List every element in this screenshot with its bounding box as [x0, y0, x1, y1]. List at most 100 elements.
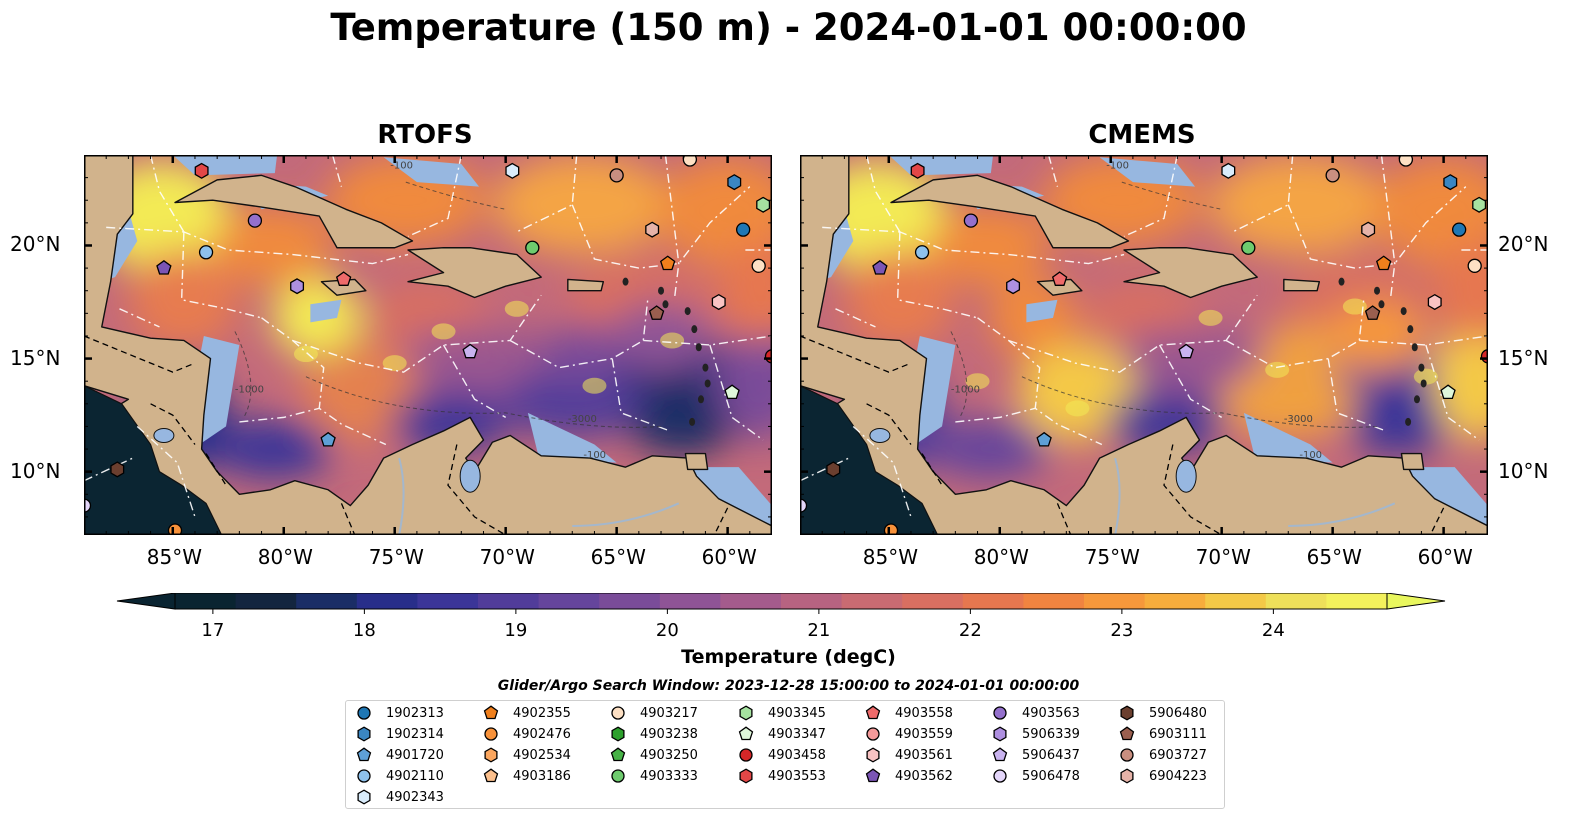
colorbar-tick-label: 23	[1110, 620, 1134, 641]
float-marker-1902313	[735, 222, 751, 237]
legend-marker	[357, 726, 371, 742]
float-marker-5906339	[290, 278, 305, 295]
legend-label: 4903562	[895, 768, 953, 784]
colorbar-bin	[599, 593, 661, 609]
colorbar-bin	[478, 593, 540, 609]
float-marker-4903345	[756, 196, 771, 213]
legend-label: 4903563	[1022, 705, 1080, 721]
lon-tick-label: 80°W	[257, 545, 313, 569]
lon-tick-label: 80°W	[973, 545, 1029, 569]
pentagon-marker-icon	[865, 768, 881, 783]
hexagon-marker-icon	[993, 726, 1007, 742]
hexagon-marker-icon	[484, 747, 498, 763]
float-marker-6903727	[609, 168, 624, 183]
legend-entry: 4903186	[483, 766, 571, 786]
legend-marker	[738, 726, 754, 741]
colorbar-bin	[1205, 593, 1267, 609]
float-marker-4903558	[335, 271, 352, 286]
float-marker-4901720	[1036, 431, 1052, 447]
hexagon-marker-icon	[357, 789, 371, 805]
colorbar-tick-label: 19	[504, 620, 528, 641]
legend-label: 4902476	[513, 726, 571, 742]
map-content: -100 -1000 -3000 -100	[84, 155, 772, 535]
float-marker-5906339	[1006, 278, 1021, 295]
legend-label: 4903345	[768, 705, 826, 721]
legend-entry: 4903559	[865, 724, 953, 744]
colorbar-bin	[417, 593, 479, 609]
legend-label: 4903559	[895, 726, 953, 742]
legend-marker	[357, 789, 371, 805]
legend-entry: 6903111	[1119, 724, 1207, 744]
legend-entry: 4903238	[610, 724, 698, 744]
legend-entry: 5906437	[992, 745, 1080, 765]
float-marker-5906437	[462, 343, 478, 359]
float-marker-6903111	[648, 305, 665, 320]
float-marker-4903347	[1440, 384, 1456, 400]
legend-entry: 1902313	[356, 703, 444, 723]
circle-marker-icon	[484, 727, 498, 741]
figure-title: Temperature (150 m) - 2024-01-01 00:00:0…	[330, 6, 1247, 49]
float-marker-4902476	[167, 523, 183, 535]
legend-label: 4903347	[768, 726, 826, 742]
float-marker-4903561	[1427, 293, 1442, 311]
float-marker-4903345	[1472, 196, 1487, 213]
lon-tick-label: 65°W	[590, 545, 646, 569]
float-marker-6904223	[645, 221, 660, 238]
legend-entry: 4902343	[356, 787, 444, 807]
legend-marker	[610, 747, 626, 762]
float-marker-4903217	[1398, 155, 1414, 167]
colorbar-bin	[1265, 593, 1327, 609]
colorbar-bin	[962, 593, 1024, 609]
pentagon-marker-icon	[483, 768, 499, 783]
colorbar-label: Temperature (degC)	[681, 646, 896, 668]
float-marker-5906437	[1178, 343, 1194, 359]
colorbar-bin	[659, 593, 721, 609]
legend-marker	[357, 769, 371, 783]
float-marker-5906480	[110, 461, 125, 478]
colorbar-bin	[1084, 593, 1146, 609]
colorbar-bin	[538, 593, 600, 609]
legend-marker	[611, 726, 625, 742]
legend-entry: 6903727	[1119, 745, 1207, 765]
colorbar-bin	[720, 593, 782, 609]
pentagon-marker-icon	[1119, 726, 1135, 741]
legend-marker	[739, 705, 753, 721]
colorbar-bin	[781, 593, 843, 609]
legend-label: 4903458	[768, 747, 826, 763]
float-marker-4903217	[682, 155, 698, 167]
lat-tick-label: 10°N	[10, 458, 61, 483]
circle-marker-icon	[357, 706, 371, 720]
legend-marker	[356, 747, 372, 762]
float-marker-1902314	[1443, 174, 1458, 191]
contour-label: -100	[1299, 450, 1322, 461]
lat-tick-label: 10°N	[1498, 458, 1549, 483]
colorbar-tick-label: 22	[958, 620, 982, 641]
float-markers	[800, 155, 1488, 535]
circle-marker-icon	[739, 748, 753, 762]
colorbar-extend-max	[1386, 593, 1446, 610]
float-marker-4903563	[247, 213, 263, 228]
float-marker-5906478	[800, 498, 808, 513]
legend-label: 4903333	[640, 768, 698, 784]
legend-entry: 5906478	[992, 766, 1080, 786]
legend-marker	[1120, 768, 1134, 784]
panel-title-cmems: CMEMS	[1088, 120, 1196, 150]
legend-entry: 5906480	[1119, 703, 1207, 723]
float-marker-4903558	[1051, 271, 1068, 286]
circle-marker-icon	[993, 769, 1007, 783]
legend-label: 4903238	[640, 726, 698, 742]
float-marker-4903561	[711, 293, 726, 311]
float-marker-4903347	[724, 384, 740, 400]
float-marker-6903111	[1364, 305, 1381, 320]
legend-label: 4902343	[386, 789, 444, 805]
float-marker-1902314	[727, 174, 742, 191]
pentagon-marker-icon	[738, 726, 754, 741]
float-marker-1902313	[1451, 222, 1467, 237]
map-frame	[84, 155, 772, 535]
lon-tick-label: 85°W	[146, 545, 202, 569]
legend-marker	[865, 768, 881, 783]
float-marker-4902343	[1221, 162, 1236, 179]
hexagon-marker-icon	[1120, 705, 1134, 721]
float-marker-5906478	[84, 498, 92, 513]
float-marker-4903553	[910, 162, 925, 179]
